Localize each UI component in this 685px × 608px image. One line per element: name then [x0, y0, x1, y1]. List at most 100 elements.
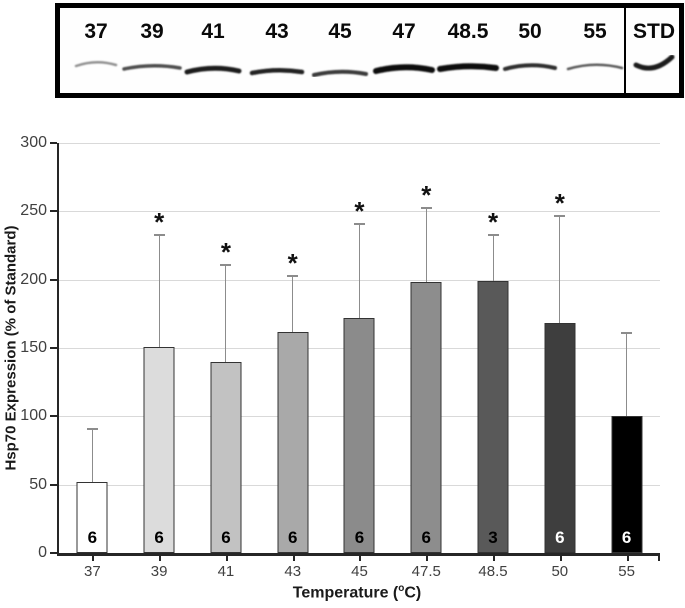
sample-size-label: 6	[354, 528, 365, 547]
y-axis-tick	[50, 278, 57, 281]
bar-group-37: 6 37	[59, 143, 126, 580]
error-bar	[358, 225, 360, 318]
bar-group-47.5: 6 * 47.5	[393, 143, 460, 580]
y-axis-tick-label: 50	[29, 475, 47, 493]
blot-lane-label: 47	[392, 20, 416, 43]
bar: 6	[76, 481, 108, 553]
significance-asterisk: *	[354, 196, 365, 226]
x-axis-tick-label: 48.5	[478, 563, 508, 580]
blot-lane-label: 48.5	[447, 20, 489, 43]
significance-asterisk: *	[487, 206, 499, 237]
y-axis-tick	[50, 347, 57, 349]
error-bar-cap	[420, 206, 432, 209]
x-axis-tick	[292, 556, 295, 561]
x-axis-title-pre: Temperature (	[292, 584, 399, 602]
x-axis-tick-label: 37	[84, 563, 101, 580]
blot-band	[566, 63, 624, 71]
blot-lane-label: 43	[265, 20, 289, 43]
gridline	[59, 211, 660, 213]
error-bar	[158, 235, 160, 347]
sample-size-label: 6	[287, 528, 298, 547]
bar: 6	[611, 416, 643, 553]
error-bar	[91, 430, 93, 482]
blot-band	[503, 63, 557, 71]
blot-bands-image	[74, 54, 675, 77]
x-axis-tick	[159, 556, 162, 561]
x-axis-tick-label: 45	[351, 563, 368, 580]
bar: 3	[477, 281, 509, 553]
error-bar-cap	[487, 233, 499, 236]
bar: 6	[544, 323, 576, 553]
x-axis-tick-label: 41	[217, 563, 235, 580]
blot-lane-label: 37	[84, 20, 108, 43]
sample-size-label: 3	[488, 528, 498, 547]
y-axis-tick	[50, 483, 57, 486]
x-axis-tick	[359, 556, 362, 561]
error-bar	[425, 208, 427, 283]
blot-band	[437, 63, 499, 72]
y-axis-tick-label: 300	[20, 134, 47, 151]
y-axis-tick-label: 100	[20, 407, 47, 425]
x-axis-tick	[626, 556, 629, 561]
x-axis-tick	[92, 556, 95, 561]
bar-group-43: 6 * 43	[259, 143, 326, 580]
bar: 6	[143, 346, 175, 553]
blot-lane-label: 50	[518, 20, 542, 43]
blot-lane-label: 45	[328, 20, 352, 43]
x-axis-title: Temperature (oC)	[293, 583, 422, 602]
y-axis-tick	[50, 210, 57, 213]
error-bar-cap	[621, 332, 633, 335]
x-axis-tick	[493, 556, 496, 561]
significance-asterisk: *	[220, 237, 231, 267]
y-axis-tick	[50, 552, 57, 554]
x-axis-tick-label: 50	[551, 563, 569, 580]
error-bar	[492, 235, 494, 282]
x-axis-title-post: C)	[404, 584, 422, 602]
plot-area: 0 50 100 150 200 250 300 6 37 6 * 39 6 * 41 6 * 43 6 * 45 6 * 4…	[20, 134, 660, 580]
bar-group-45: 6 * 45	[326, 143, 393, 580]
error-bar	[225, 266, 227, 362]
error-bar	[626, 334, 628, 417]
bar: 6	[210, 361, 242, 553]
y-axis-tick-label: 250	[20, 202, 47, 220]
x-axis-tick-label: 47.5	[411, 563, 441, 580]
blot-lane-label: STD	[633, 20, 675, 43]
significance-asterisk: *	[554, 187, 565, 218]
blot-lane-label: 41	[201, 20, 225, 43]
bar: 6	[410, 282, 442, 553]
blot-band	[184, 65, 242, 75]
x-axis-tick-label: 55	[618, 563, 635, 580]
error-bar-cap	[220, 264, 232, 266]
western-blot-lanes: 37 39 41 43 45 47 48.5 50 55 STD	[60, 8, 679, 93]
blot-band	[249, 68, 305, 76]
x-axis-title-sup: o	[398, 583, 405, 594]
error-bar-cap	[153, 233, 165, 236]
y-axis-tick	[50, 142, 57, 144]
blot-band	[312, 69, 368, 77]
blot-std-divider	[624, 8, 626, 93]
significance-asterisk: *	[287, 247, 298, 278]
x-axis-tick	[225, 556, 228, 561]
bar-group-39: 6 * 39	[126, 143, 193, 580]
blot-lane-label: 55	[583, 20, 607, 43]
blot-band	[373, 64, 435, 74]
error-bar-cap	[86, 428, 98, 430]
error-bar-cap	[554, 214, 566, 217]
gridline	[59, 143, 660, 144]
x-axis-tick	[559, 556, 562, 561]
bar: 6	[343, 317, 375, 553]
sample-size-label: 6	[87, 528, 98, 547]
x-axis-tick	[426, 556, 429, 561]
bar-group-50: 6 * 50	[526, 143, 593, 580]
x-axis-tick-label: 43	[284, 563, 302, 580]
bar: 6	[277, 331, 309, 553]
sample-size-label: 6	[621, 528, 632, 547]
blot-band	[122, 64, 182, 71]
sample-size-label: 6	[555, 528, 565, 547]
western-blot-panel: 37 39 41 43 45 47 48.5 50 55 STD	[55, 3, 684, 98]
y-axis-tick-label: 150	[20, 339, 47, 356]
blot-lane-label: 39	[140, 20, 164, 43]
bar-group-48.5: 3 * 48.5	[460, 143, 527, 580]
x-axis-end-tick	[658, 556, 660, 561]
error-bar	[292, 276, 294, 332]
